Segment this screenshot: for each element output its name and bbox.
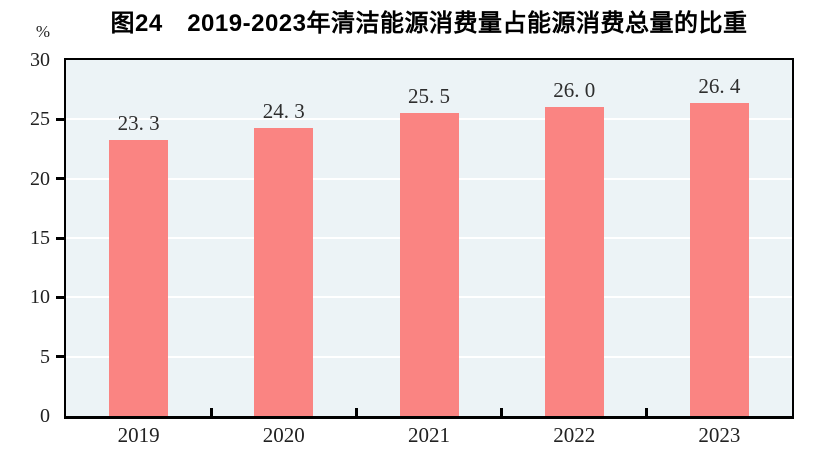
bar-value-label: 26. 0 (553, 78, 596, 103)
chart-title: 图24 2019-2023年清洁能源消费量占能源消费总量的比重 (110, 10, 748, 37)
bar-value-label: 25. 5 (408, 84, 450, 109)
x-tick-mark (645, 408, 649, 416)
y-tick-label: 0 (40, 405, 50, 427)
y-tick-mark (56, 355, 64, 359)
bar (254, 127, 314, 416)
y-tick-label: 5 (40, 345, 50, 368)
x-tick-mark (500, 408, 504, 416)
y-tick-mark (56, 295, 64, 299)
y-axis-unit-label: % (35, 22, 50, 41)
y-axis: 0 5 10 15 20 25 30 (10, 49, 54, 427)
bar (109, 139, 169, 416)
bar-value-label: 23. 3 (117, 110, 160, 135)
bar-value-label: 26. 4 (698, 73, 741, 98)
x-tick-mark (209, 408, 213, 416)
x-category-label: 2021 (407, 423, 450, 447)
bar (689, 102, 749, 416)
bar-value-label: 24. 3 (262, 98, 305, 123)
y-tick-mark (56, 236, 64, 240)
x-category-label: 2020 (262, 423, 305, 447)
plot-area: 23. 3 24. 3 25. 5 26. 0 26. 4 (56, 58, 794, 419)
y-tick-mark (56, 177, 64, 181)
y-tick-label: 20 (30, 167, 50, 190)
y-tick-label: 30 (30, 49, 50, 71)
x-category-label: 2023 (698, 423, 741, 447)
y-tick-label: 25 (30, 108, 50, 131)
x-category-label: 2019 (117, 423, 160, 447)
y-tick-label: 15 (30, 227, 50, 249)
bar (544, 107, 604, 416)
x-axis: 2019 2020 2021 2022 2023 (66, 421, 792, 453)
bar (399, 113, 459, 416)
y-tick-mark (56, 117, 64, 121)
x-category-label: 2022 (553, 423, 596, 447)
x-tick-mark (354, 408, 358, 416)
y-tick-label: 10 (30, 286, 50, 309)
